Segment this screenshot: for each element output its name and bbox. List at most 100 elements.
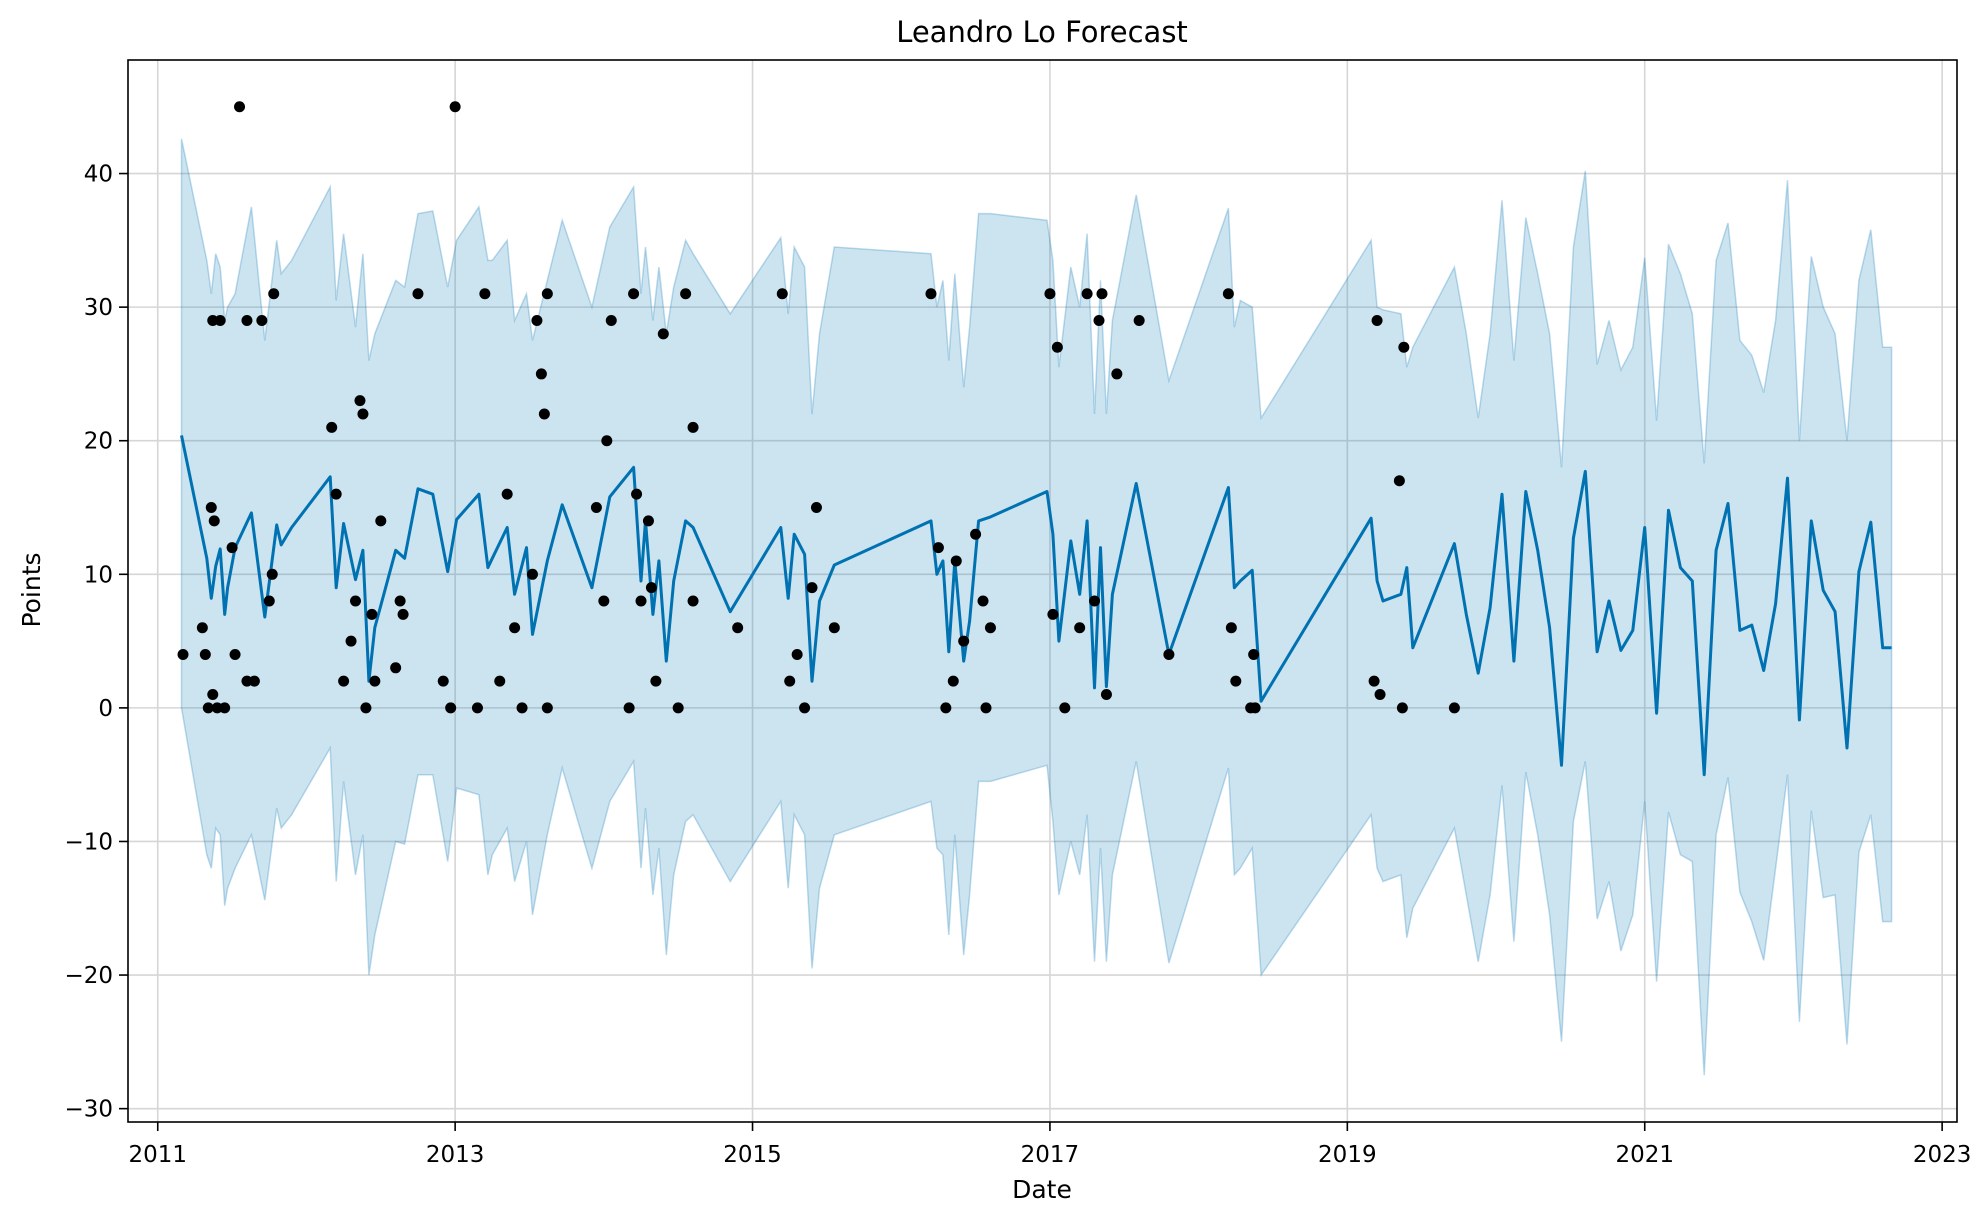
observation-point bbox=[207, 689, 219, 701]
observation-point bbox=[628, 288, 640, 300]
observation-point bbox=[394, 595, 406, 607]
observation-point bbox=[1163, 648, 1175, 660]
observation-point bbox=[645, 582, 657, 594]
observation-point bbox=[479, 288, 491, 300]
observation-point bbox=[1059, 702, 1071, 714]
observation-point bbox=[732, 622, 744, 634]
observation-point bbox=[1396, 702, 1408, 714]
x-tick-label: 2021 bbox=[1615, 1142, 1674, 1168]
area-layer bbox=[180, 138, 1893, 1076]
observation-point bbox=[199, 648, 211, 660]
observation-point bbox=[177, 648, 189, 660]
y-tick-label: 10 bbox=[84, 562, 113, 588]
observation-point bbox=[234, 101, 246, 113]
observation-point bbox=[1051, 341, 1063, 353]
observation-point bbox=[598, 595, 610, 607]
observation-point bbox=[535, 368, 547, 380]
observation-point bbox=[326, 421, 338, 433]
observation-point bbox=[828, 622, 840, 634]
observation-point bbox=[1248, 648, 1260, 660]
observation-point bbox=[958, 635, 970, 647]
observation-point bbox=[268, 288, 280, 300]
observation-point bbox=[205, 502, 217, 514]
observation-point bbox=[1096, 288, 1108, 300]
observation-point bbox=[541, 702, 553, 714]
observation-point bbox=[680, 288, 692, 300]
grid-layer bbox=[128, 60, 1957, 1122]
observation-point bbox=[1133, 314, 1145, 326]
point-layer bbox=[177, 101, 1460, 714]
observation-point bbox=[375, 515, 387, 527]
observation-point bbox=[412, 288, 424, 300]
observation-point bbox=[526, 568, 538, 580]
y-tick-label: 0 bbox=[98, 696, 113, 722]
observation-point bbox=[263, 595, 275, 607]
observation-point bbox=[1111, 368, 1123, 380]
observation-point bbox=[350, 595, 362, 607]
observation-point bbox=[631, 488, 643, 500]
observation-point bbox=[605, 314, 617, 326]
observation-point bbox=[1074, 622, 1086, 634]
observation-point bbox=[1393, 475, 1405, 487]
y-tick-label: 40 bbox=[84, 162, 113, 188]
observation-point bbox=[338, 675, 350, 687]
observation-point bbox=[635, 595, 647, 607]
observation-point bbox=[1230, 675, 1242, 687]
observation-point bbox=[241, 314, 253, 326]
observation-point bbox=[196, 622, 208, 634]
observation-point bbox=[1448, 702, 1460, 714]
observation-point bbox=[226, 542, 238, 554]
observation-point bbox=[642, 515, 654, 527]
observation-point bbox=[202, 702, 214, 714]
line-layer bbox=[180, 435, 1892, 777]
forecast-line bbox=[180, 435, 1892, 777]
y-tick-label: 30 bbox=[84, 295, 113, 321]
observation-point bbox=[657, 328, 669, 340]
observation-point bbox=[516, 702, 528, 714]
observation-point bbox=[1371, 314, 1383, 326]
observation-point bbox=[1081, 288, 1093, 300]
observation-point bbox=[445, 702, 457, 714]
observation-point bbox=[229, 648, 241, 660]
y-tick-label: 20 bbox=[84, 429, 113, 455]
x-tick-label: 2019 bbox=[1318, 1142, 1377, 1168]
x-tick-label: 2011 bbox=[128, 1142, 187, 1168]
axis-layer: 2011 2013 2015 2017 2019 2021 2023 40 30 20 10 0 −10… bbox=[64, 162, 1971, 1168]
observation-point bbox=[330, 488, 342, 500]
observation-point bbox=[509, 622, 521, 634]
observation-point bbox=[687, 595, 699, 607]
observation-point bbox=[345, 635, 357, 647]
observation-point bbox=[1222, 288, 1234, 300]
observation-point bbox=[266, 568, 278, 580]
observation-point bbox=[1225, 622, 1237, 634]
observation-point bbox=[970, 528, 982, 540]
observation-point bbox=[357, 408, 369, 420]
observation-point bbox=[1398, 341, 1410, 353]
x-tick-label: 2015 bbox=[723, 1142, 782, 1168]
observation-point bbox=[980, 702, 992, 714]
observation-point bbox=[494, 675, 506, 687]
observation-point bbox=[806, 582, 818, 594]
observation-point bbox=[471, 702, 483, 714]
observation-point bbox=[925, 288, 937, 300]
observation-point bbox=[354, 395, 366, 407]
observation-point bbox=[784, 675, 796, 687]
observation-point bbox=[360, 702, 372, 714]
observation-point bbox=[541, 288, 553, 300]
observation-point bbox=[390, 662, 402, 674]
observation-point bbox=[531, 314, 543, 326]
y-tick-label: −10 bbox=[64, 829, 113, 855]
observation-point bbox=[623, 702, 635, 714]
observation-point bbox=[791, 648, 803, 660]
x-tick-label: 2023 bbox=[1913, 1142, 1972, 1168]
observation-point bbox=[776, 288, 788, 300]
observation-point bbox=[590, 502, 602, 514]
observation-point bbox=[687, 421, 699, 433]
observation-point bbox=[538, 408, 550, 420]
observation-point bbox=[1093, 314, 1105, 326]
observation-point bbox=[650, 675, 662, 687]
observation-point bbox=[984, 622, 996, 634]
observation-point bbox=[219, 702, 231, 714]
